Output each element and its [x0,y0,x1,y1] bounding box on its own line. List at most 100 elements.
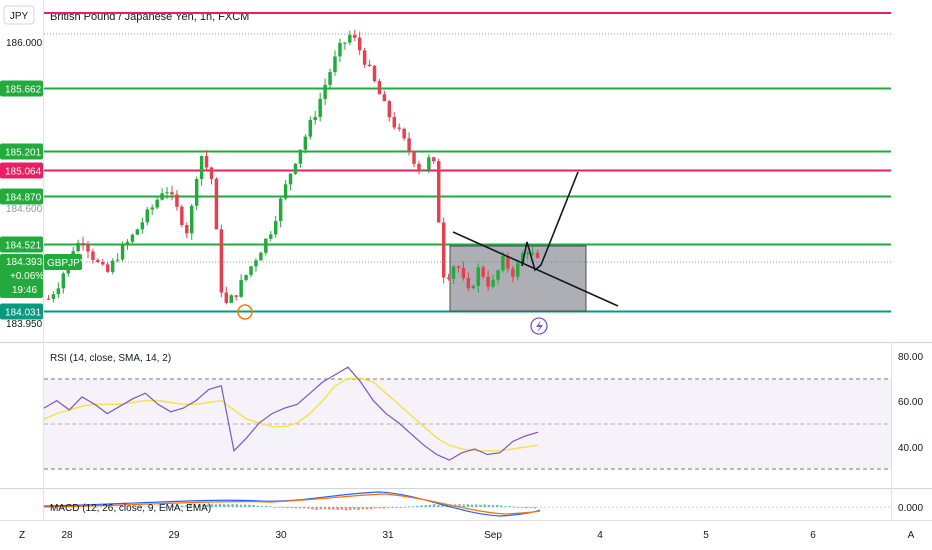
level-tag-1[interactable]: 185.201 [5,148,42,159]
macd-bar [357,507,360,511]
time-label-0: 28 [61,530,73,541]
macd-bar [168,506,171,508]
macd-bar [382,507,385,509]
reset-zoom-button[interactable]: Z [19,530,25,541]
time-label-3: 31 [382,530,394,541]
level-tag-bg-4 [0,236,43,253]
candle [180,204,184,228]
candle [224,286,229,305]
candle [506,252,510,273]
macd-bar [433,504,436,507]
macd-bar [349,507,352,511]
rsi-tick-60: 60.00 [898,397,923,408]
projection-arrow[interactable] [521,171,579,272]
candle [199,155,204,186]
candle [185,222,189,239]
level-tag-3[interactable]: 184.870 [5,193,42,204]
macd-bar [298,507,301,509]
level-price-tags: 185.662 185.201 185.064 184.870 184.521 184.0… [0,80,43,320]
macd-bar [487,504,490,507]
candle [412,150,416,168]
candle [264,238,268,256]
macd-bar [496,505,499,507]
macd-bar [533,507,537,509]
macd-bar [193,504,196,507]
candle [204,150,209,172]
level-tag-bg-3 [0,188,43,205]
macd-bar [391,507,394,508]
candle [229,294,233,304]
rsi-line[interactable] [43,366,539,461]
time-label-7: 6 [810,530,816,541]
macd-bar [491,505,495,507]
macd-bar [323,507,327,510]
rsi-ma-line[interactable] [43,377,539,452]
macd-bar [370,507,373,510]
macd-bar [231,504,234,507]
candle [194,176,199,210]
macd-tick-zero: 0.000 [898,503,923,514]
candle [422,169,426,172]
macd-bar [403,506,406,508]
macd-bar [361,507,364,510]
macd-bar [269,506,272,508]
candle [81,236,85,251]
candle [441,217,446,284]
candle [535,249,540,259]
macd-bar [294,507,297,509]
candle [293,163,298,176]
auto-scale-button[interactable]: A [908,530,915,541]
candle [249,265,253,278]
candle [269,231,273,242]
candle [308,116,313,140]
macd-bar [214,504,217,507]
level-tag-4[interactable]: 184.521 [5,241,42,252]
macd-signal-line[interactable] [43,493,541,515]
level-tag-0[interactable]: 185.662 [5,85,42,96]
macd-line[interactable] [43,491,541,517]
macd-bar [265,505,268,507]
rsi-legend[interactable]: RSI (14, close, SMA, 14, 2) [50,353,171,364]
candles [46,29,540,305]
macd-legend[interactable]: MACD (12, 26, close, 9, EMA, EMA) [50,503,211,514]
candle [357,31,362,56]
candle [303,134,308,154]
macd-bar [525,507,528,508]
candle [91,248,95,264]
low-highlight-circle[interactable] [237,304,253,320]
time-label-1: 29 [168,530,180,541]
level-tag-5[interactable]: 184.031 [5,308,42,319]
candle [372,64,377,83]
candle [165,186,169,200]
macd-bar [197,504,201,507]
macd-bar [160,506,163,508]
macd-bar [470,504,474,507]
last-price-tag[interactable]: 184.393 +0.06% 19:46 [0,254,44,298]
macd-bar [244,504,247,507]
currency-badge-label: JPY [10,11,29,22]
candle [219,224,224,298]
macd-bar [176,506,180,507]
macd-bar [206,504,209,507]
candle [377,78,382,95]
rsi-tick-40: 40.00 [898,443,923,454]
trend-drawings[interactable] [237,171,619,335]
macd-bar [420,505,423,507]
macd-bar [319,507,322,510]
candle [427,154,431,174]
symbol-tag[interactable]: GBPJPY [44,254,87,270]
candle [214,177,219,230]
candle [234,295,238,301]
rsi-tick-80: 80.00 [898,352,923,363]
candle [348,30,352,46]
level-tag-2[interactable]: 185.064 [5,167,42,178]
macd-bar [365,507,369,510]
candle [382,90,387,102]
candle [402,127,406,141]
macd-bar [210,504,213,507]
candle [150,204,154,216]
candle [244,274,248,282]
macd-bar [315,507,318,510]
macd-bar [529,507,532,508]
currency-badge[interactable]: JPY [3,5,35,25]
